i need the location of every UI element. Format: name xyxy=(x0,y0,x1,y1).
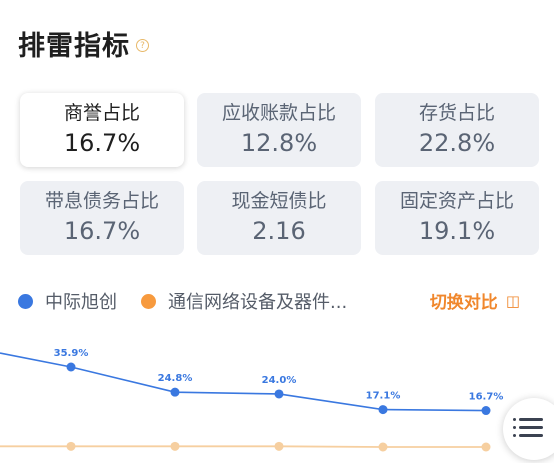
metric-card-inventory[interactable]: 存货占比 22.8% xyxy=(375,93,539,167)
company-data-label: 16.7% xyxy=(469,392,504,403)
company-data-point xyxy=(66,362,76,372)
legend-dot-icon xyxy=(141,293,156,309)
metric-value: 2.16 xyxy=(252,217,306,245)
company-data-label: 24.8% xyxy=(158,373,193,384)
metric-label: 现金短债比 xyxy=(231,190,327,212)
switch-compare-button[interactable]: 切换对比 ◫ xyxy=(429,288,520,314)
list-menu-icon xyxy=(513,418,543,442)
metric-label: 带息债务占比 xyxy=(44,190,159,212)
menu-fab-button[interactable] xyxy=(503,398,554,460)
metric-label: 存货占比 xyxy=(418,102,495,124)
company-data-point xyxy=(481,406,491,416)
metric-label: 商誉占比 xyxy=(63,102,140,124)
section-header: 排雷指标 ? xyxy=(18,24,149,63)
legend-label: 通信网络设备及器件... xyxy=(168,292,348,313)
metric-value: 19.1% xyxy=(418,217,496,245)
chart-legend: 中际旭创 通信网络设备及器件... xyxy=(18,288,347,314)
industry-data-point xyxy=(378,442,388,452)
metric-card-cash-short-debt[interactable]: 现金短债比 2.16 xyxy=(197,181,361,255)
industry-series-line xyxy=(0,445,486,448)
metric-label: 应收账款占比 xyxy=(221,102,336,124)
industry-data-point xyxy=(170,441,180,451)
metric-card-fixed-assets[interactable]: 固定资产占比 19.1% xyxy=(375,181,539,255)
help-icon[interactable]: ? xyxy=(136,39,149,52)
industry-data-point xyxy=(274,441,284,451)
metric-value: 16.7% xyxy=(63,217,141,245)
legend-dot-icon xyxy=(18,293,33,309)
metric-card-goodwill[interactable]: 商誉占比 16.7% xyxy=(20,93,184,167)
company-data-label: 24.0% xyxy=(262,375,297,386)
company-data-label: 35.9% xyxy=(54,348,89,359)
legend-item-industry[interactable]: 通信网络设备及器件... xyxy=(141,288,347,314)
trend-chart: 35.9% 24.8% 24.0% 17.1% 16.7% xyxy=(0,348,504,452)
metric-card-receivables[interactable]: 应收账款占比 12.8% xyxy=(197,93,361,167)
metric-label: 固定资产占比 xyxy=(399,190,514,212)
company-series-line xyxy=(0,352,487,412)
company-data-point xyxy=(274,389,284,399)
metric-value: 16.7% xyxy=(63,129,141,157)
section-title: 排雷指标 xyxy=(18,31,130,62)
industry-data-point xyxy=(481,442,491,452)
company-data-label: 17.1% xyxy=(366,391,401,402)
industry-data-point xyxy=(66,441,76,451)
metric-value: 22.8% xyxy=(418,129,496,157)
legend-label: 中际旭创 xyxy=(45,292,117,313)
company-data-point xyxy=(170,387,180,397)
company-data-point xyxy=(378,405,388,415)
metric-value: 12.8% xyxy=(240,129,318,157)
metric-card-interest-debt[interactable]: 带息债务占比 16.7% xyxy=(20,181,184,255)
legend-item-company[interactable]: 中际旭创 xyxy=(18,288,117,314)
switch-compare-label: 切换对比 xyxy=(429,293,498,313)
switch-icon: ◫ xyxy=(505,291,520,310)
